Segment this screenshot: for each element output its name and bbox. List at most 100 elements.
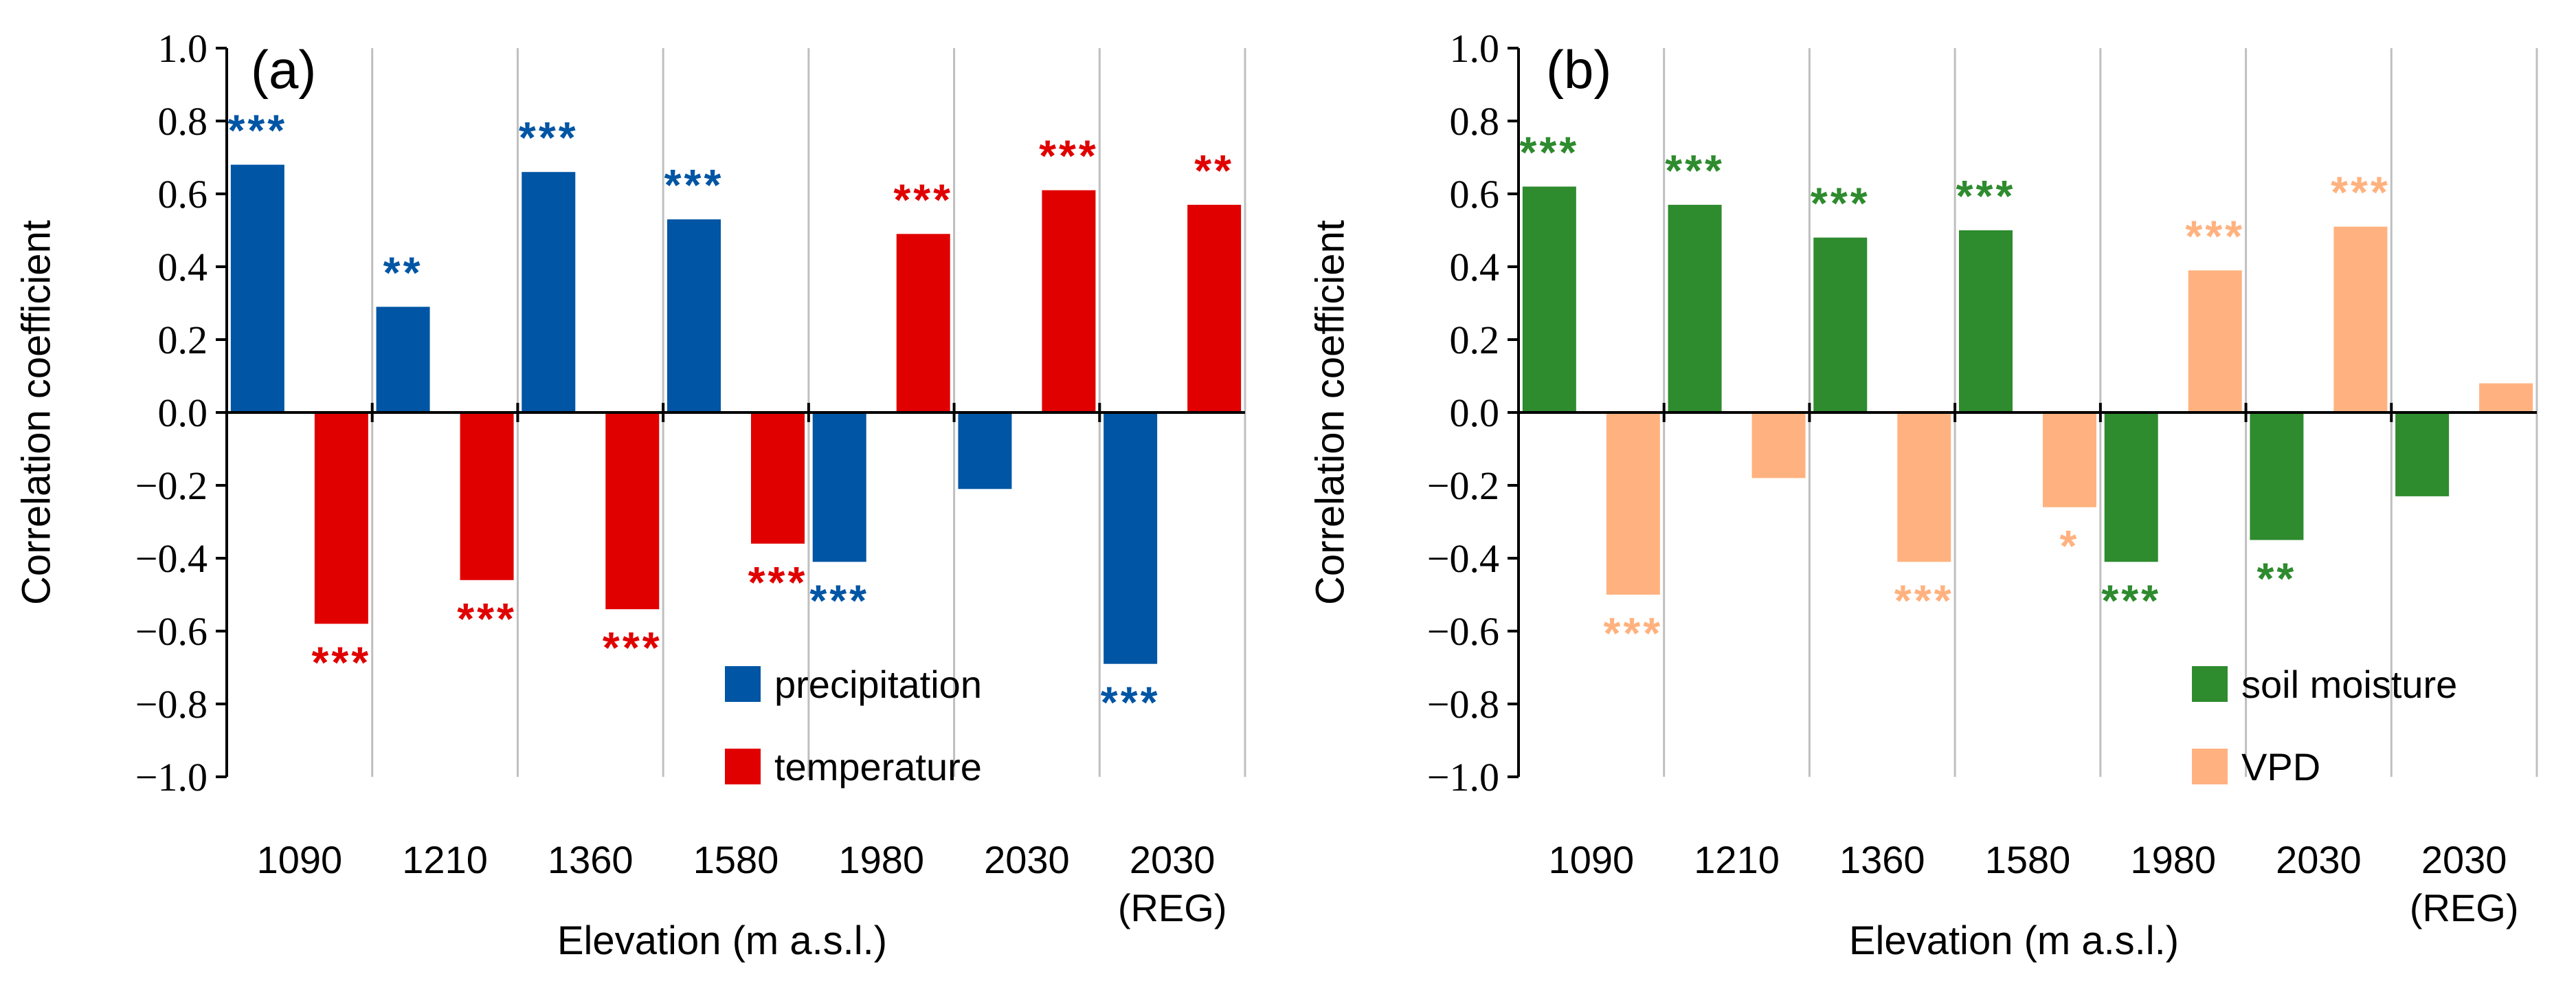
significance-label: ***: [603, 623, 662, 672]
significance-label: ***: [2331, 168, 2390, 217]
x-tick-label: 1360: [548, 838, 634, 881]
significance-label: ***: [1101, 678, 1161, 727]
x-tick-label: 1210: [1694, 838, 1780, 881]
significance-label: ***: [748, 558, 808, 607]
y-tick-label: −0.8: [135, 682, 208, 727]
bar-precipitation: [812, 412, 866, 562]
bar-VPD: [2333, 226, 2388, 412]
chart-panel-b: 1.00.80.60.40.20.0−0.2−0.4−0.6−0.8−1.0**…: [1308, 26, 2538, 963]
y-tick-label: 0.2: [1450, 318, 1500, 362]
x-tick-label: 1090: [1549, 838, 1635, 881]
legend-label: temperature: [774, 745, 982, 789]
legend-swatch: [2192, 749, 2228, 784]
bar-soil-moisture: [2104, 412, 2158, 562]
legend-label: precipitation: [774, 663, 982, 706]
y-tick-label: −0.6: [1427, 609, 1499, 654]
y-tick-label: −0.6: [135, 609, 208, 654]
y-axis-title: Correlation coefficient: [14, 220, 58, 605]
bar-soil-moisture: [2395, 412, 2450, 496]
bar-VPD: [2043, 412, 2096, 507]
y-tick-label: 0.6: [158, 172, 208, 217]
bar-soil-moisture: [1522, 186, 1576, 412]
x-axis-title: Elevation (m a.s.l.): [557, 918, 887, 963]
x-tick-label: 1980: [2130, 838, 2216, 881]
bar-precipitation: [667, 219, 721, 412]
significance-label: **: [2257, 554, 2297, 604]
y-tick-label: 0.0: [158, 390, 208, 435]
y-tick-label: 0.8: [158, 99, 208, 144]
significance-label: ***: [2185, 211, 2245, 261]
x-tick-label: (REG): [1118, 886, 1227, 929]
significance-label: **: [383, 247, 423, 297]
bar-temperature: [751, 412, 805, 544]
significance-label: ***: [2101, 575, 2161, 625]
bar-temperature: [1042, 190, 1096, 412]
legend-swatch: [725, 749, 761, 784]
bar-temperature: [314, 412, 368, 624]
significance-label: ***: [1665, 146, 1725, 195]
y-tick-label: −1.0: [135, 755, 208, 800]
x-tick-label: 1580: [1985, 838, 2071, 881]
bar-soil-moisture: [1959, 230, 2013, 412]
significance-label: ***: [457, 594, 517, 643]
y-tick-label: 0.2: [158, 318, 208, 362]
bar-precipitation: [230, 164, 284, 412]
bar-temperature: [1187, 204, 1242, 412]
x-tick-label: 2030: [1130, 838, 1216, 881]
bar-precipitation: [522, 172, 576, 412]
bar-VPD: [1606, 412, 1660, 595]
significance-label: ***: [311, 637, 371, 687]
y-tick-label: −0.2: [1427, 463, 1499, 508]
significance-label: ***: [893, 175, 953, 224]
significance-label: ***: [227, 106, 287, 155]
x-tick-label: 2030: [984, 838, 1070, 881]
bar-precipitation: [376, 307, 430, 412]
significance-label: ***: [1603, 608, 1663, 658]
bar-VPD: [2188, 270, 2242, 412]
bar-precipitation: [958, 412, 1012, 489]
y-tick-label: −0.2: [135, 463, 208, 508]
significance-label: ***: [1894, 575, 1954, 625]
bar-temperature: [605, 412, 660, 610]
y-tick-label: 0.8: [1450, 99, 1500, 144]
x-tick-label: (REG): [2410, 886, 2519, 929]
x-tick-label: 2030: [2421, 838, 2507, 881]
significance-label: ***: [519, 113, 579, 162]
bar-soil-moisture: [2250, 412, 2304, 540]
x-tick-label: 1210: [402, 838, 488, 881]
y-tick-label: 1.0: [1450, 26, 1500, 71]
x-tick-label: 1980: [838, 838, 924, 881]
bar-VPD: [1751, 412, 1806, 478]
bar-soil-moisture: [1813, 237, 1868, 412]
y-tick-label: −1.0: [1427, 755, 1499, 800]
y-tick-label: 0.4: [158, 245, 208, 289]
bar-soil-moisture: [1668, 204, 1722, 412]
significance-label: ***: [664, 160, 724, 210]
bar-temperature: [460, 412, 514, 580]
significance-label: ***: [1039, 131, 1099, 181]
bar-VPD: [1897, 412, 1951, 562]
legend-swatch: [2192, 666, 2228, 702]
significance-label: ***: [1956, 171, 2016, 221]
bar-VPD: [2479, 383, 2533, 412]
legend-label: soil moisture: [2241, 663, 2457, 706]
y-tick-label: −0.8: [1427, 682, 1499, 727]
significance-label: ***: [1811, 179, 1870, 228]
chart-panel-a: 1.0 0.8 0.6 0.4 0.2 0.0 −0.2 −0.4 −0.6 −0.8 −1.0 **…: [14, 26, 1246, 963]
y-tick-label: −0.4: [135, 536, 208, 581]
panel-label: (b): [1546, 39, 1611, 100]
legend-swatch: [725, 666, 761, 702]
x-axis-title: Elevation (m a.s.l.): [1849, 918, 2179, 963]
y-tick-label: 0.6: [1450, 172, 1500, 217]
y-tick-label: −0.4: [1427, 536, 1499, 581]
x-tick-label: 1090: [257, 838, 343, 881]
y-tick-label: 0.0: [1450, 390, 1500, 435]
bar-temperature: [896, 234, 950, 412]
x-tick-label: 1360: [1839, 838, 1925, 881]
y-tick-label: 0.4: [1450, 245, 1500, 289]
bar-precipitation: [1104, 412, 1158, 664]
x-tick-label: 1580: [693, 838, 779, 881]
significance-label: **: [1194, 146, 1234, 195]
significance-label: *: [2060, 521, 2080, 571]
